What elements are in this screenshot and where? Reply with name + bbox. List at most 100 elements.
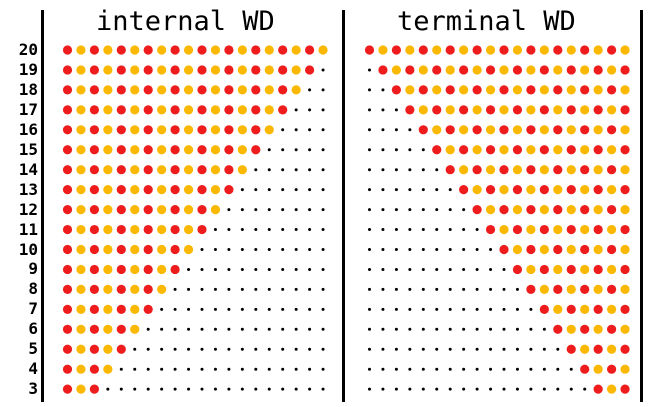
- terminal-empty-dot: [489, 267, 493, 271]
- terminal-empty-dot: [381, 367, 385, 371]
- internal-empty-dot: [308, 347, 312, 351]
- internal-circle: [103, 45, 113, 55]
- terminal-circle: [553, 224, 563, 235]
- terminal-empty-dot: [368, 327, 371, 331]
- internal-circle: [89, 344, 99, 354]
- internal-circle: [76, 364, 86, 374]
- row-label-8: 8: [28, 279, 38, 299]
- internal-empty-dot: [146, 367, 150, 371]
- internal-empty-dot: [321, 88, 325, 92]
- terminal-empty-dot: [542, 387, 546, 391]
- internal-empty-dot: [227, 228, 231, 232]
- internal-circle: [291, 65, 301, 75]
- internal-circle: [76, 85, 86, 95]
- terminal-circle: [620, 384, 630, 394]
- internal-empty-dot: [146, 347, 150, 351]
- internal-circle: [278, 85, 288, 95]
- internal-empty-dot: [321, 267, 325, 271]
- terminal-empty-dot: [381, 168, 385, 172]
- terminal-circle: [580, 284, 590, 294]
- terminal-circle: [526, 85, 536, 95]
- terminal-empty-dot: [556, 387, 560, 391]
- terminal-empty-dot: [421, 307, 425, 311]
- internal-circle: [103, 65, 113, 75]
- internal-empty-dot: [321, 108, 325, 112]
- internal-circle: [62, 224, 73, 235]
- terminal-circle: [499, 244, 509, 255]
- internal-empty-dot: [173, 327, 177, 331]
- internal-circle: [143, 205, 153, 215]
- terminal-circle: [485, 125, 496, 135]
- internal-circle: [76, 284, 86, 294]
- internal-circle: [89, 205, 99, 215]
- internal-circle: [197, 105, 207, 115]
- panel-title-terminal: terminal WD: [397, 6, 576, 37]
- internal-circle: [89, 324, 99, 334]
- terminal-circle: [580, 205, 590, 215]
- terminal-empty-dot: [462, 307, 466, 311]
- terminal-circle: [485, 105, 496, 115]
- terminal-empty-dot: [475, 287, 479, 291]
- terminal-circle: [593, 145, 603, 155]
- terminal-empty-dot: [462, 347, 466, 351]
- internal-circle: [62, 205, 73, 215]
- row-label-18: 18: [18, 79, 38, 99]
- terminal-empty-dot: [421, 168, 425, 172]
- terminal-empty-dot: [542, 367, 546, 371]
- terminal-circle: [485, 224, 496, 235]
- terminal-empty-dot: [381, 267, 385, 271]
- internal-empty-dot: [240, 287, 244, 291]
- terminal-circle: [593, 45, 603, 55]
- terminal-empty-dot: [421, 327, 425, 331]
- terminal-empty-dot: [529, 347, 533, 351]
- internal-empty-dot: [200, 327, 204, 331]
- terminal-empty-dot: [435, 387, 439, 391]
- internal-empty-dot: [146, 387, 150, 391]
- internal-circle: [170, 205, 180, 215]
- internal-circle: [62, 324, 73, 334]
- terminal-circle: [553, 145, 563, 155]
- internal-empty-dot: [254, 327, 258, 331]
- terminal-circle: [526, 185, 536, 195]
- terminal-circle: [472, 45, 482, 55]
- terminal-circle: [499, 85, 509, 95]
- terminal-circle: [593, 284, 603, 294]
- internal-circle: [89, 65, 99, 75]
- internal-circle: [89, 364, 99, 374]
- internal-empty-dot: [200, 267, 204, 271]
- internal-empty-dot: [254, 367, 258, 371]
- terminal-empty-dot: [489, 248, 493, 251]
- internal-circle: [89, 105, 99, 115]
- internal-empty-dot: [133, 347, 137, 351]
- right-divider: [640, 10, 643, 402]
- internal-empty-dot: [294, 248, 298, 251]
- internal-circle: [89, 45, 99, 55]
- internal-empty-dot: [254, 208, 258, 212]
- internal-empty-dot: [160, 347, 164, 351]
- terminal-empty-dot: [421, 387, 425, 391]
- internal-circle: [197, 224, 207, 235]
- internal-circle: [103, 105, 113, 115]
- internal-empty-dot: [227, 287, 231, 291]
- internal-circle: [251, 145, 261, 155]
- internal-circle: [251, 65, 261, 75]
- internal-circle: [183, 185, 194, 195]
- internal-circle: [116, 324, 126, 334]
- internal-empty-dot: [308, 248, 312, 251]
- terminal-circle: [526, 65, 536, 75]
- internal-circle: [76, 45, 86, 55]
- terminal-circle: [459, 45, 469, 55]
- internal-circle: [89, 284, 99, 294]
- internal-circle: [76, 185, 86, 195]
- terminal-empty-dot: [408, 128, 412, 132]
- internal-circle: [264, 125, 274, 135]
- terminal-circle: [459, 85, 469, 95]
- terminal-circle: [512, 85, 523, 95]
- internal-circle: [89, 264, 99, 275]
- internal-empty-dot: [281, 188, 285, 192]
- terminal-circle: [607, 205, 617, 215]
- terminal-empty-dot: [502, 367, 506, 371]
- terminal-circle: [445, 45, 455, 55]
- internal-empty-dot: [200, 307, 204, 311]
- terminal-circle: [607, 45, 617, 55]
